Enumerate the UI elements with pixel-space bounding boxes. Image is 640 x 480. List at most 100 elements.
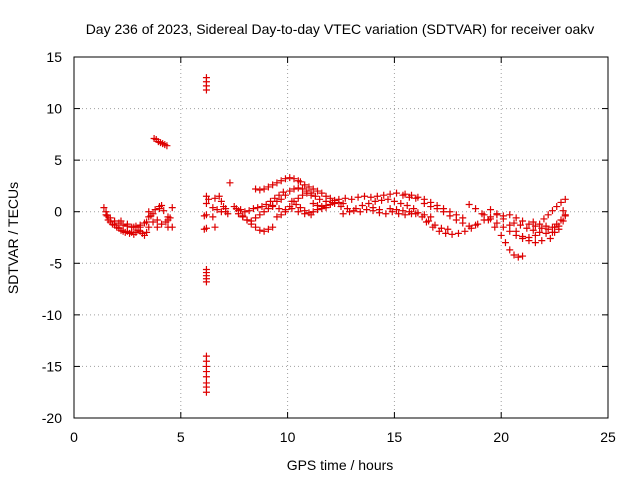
data-point [168,204,176,212]
y-tick-label: 5 [54,152,62,168]
data-point [222,205,230,213]
x-tick-label: 20 [493,429,509,445]
data-point [538,237,546,245]
data-point [260,227,268,235]
data-point [202,278,210,286]
y-tick-label: 0 [54,204,62,220]
data-point [461,227,469,235]
data-point [354,193,362,201]
data-point [286,174,294,182]
data-point [542,229,550,237]
data-point [273,197,281,205]
data-point [386,205,394,213]
data-point [309,208,317,216]
data-point [519,232,527,240]
data-point [487,215,495,223]
data-point [102,211,110,219]
data-point [519,217,527,225]
data-point [123,220,131,228]
data-point [202,199,210,207]
data-point [202,388,210,396]
data-point [501,239,509,247]
data-point [480,211,488,219]
data-point [202,86,210,94]
data-point [281,175,289,183]
data-point [260,185,268,193]
data-point [397,199,405,207]
data-point [326,194,334,202]
data-point [247,217,255,225]
data-point [373,192,381,200]
data-point [158,220,166,228]
data-point [341,194,349,202]
data-point [555,222,563,230]
y-tick-label: -5 [50,255,63,271]
data-point [525,220,533,228]
data-point [442,229,450,237]
data-point [401,190,409,198]
data-point [256,226,264,234]
data-point [536,220,544,228]
data-point [367,193,375,201]
data-point [382,210,390,218]
data-point [275,191,283,199]
data-point [405,208,413,216]
data-point [375,209,383,217]
data-point [262,200,270,208]
data-point [531,222,539,230]
data-point [427,203,435,211]
data-point [217,208,225,216]
data-point [281,191,289,199]
data-point [143,228,151,236]
data-point [286,203,294,211]
data-point [410,205,418,213]
y-tick-label: -10 [42,307,62,323]
data-point [239,213,247,221]
data-point [234,210,242,218]
data-point [316,195,324,203]
data-point [202,373,210,381]
data-point [252,214,260,222]
data-point [217,197,225,205]
data-point [510,251,518,259]
data-point [281,208,289,216]
data-point [542,222,550,230]
x-tick-label: 15 [387,429,403,445]
data-point [559,207,567,215]
data-point [277,195,285,203]
data-point [264,205,272,213]
data-point [294,184,302,192]
data-point [339,210,347,218]
data-point [371,197,379,205]
data-point [243,216,251,224]
data-point [448,230,456,238]
data-point [117,217,125,225]
data-point [153,216,161,224]
data-point [100,204,108,212]
x-tick-label: 10 [280,429,296,445]
data-point [301,181,309,189]
data-point [149,218,157,226]
data-point [506,227,514,235]
data-point [380,191,388,199]
data-point [273,179,281,187]
data-point [540,215,548,223]
data-point [153,223,161,231]
data-point [209,213,217,221]
data-point [399,207,407,215]
data-point [512,214,520,222]
data-point [314,202,322,210]
data-point [395,210,403,218]
data-point [275,205,283,213]
data-point [245,207,253,215]
data-point [160,207,168,215]
data-points-layer [100,74,569,396]
data-point [403,202,411,210]
data-point [301,207,309,215]
data-point [433,205,441,213]
data-point [296,204,304,212]
data-point [346,208,354,216]
data-point [418,213,426,221]
data-point [506,211,514,219]
data-point [474,220,482,228]
